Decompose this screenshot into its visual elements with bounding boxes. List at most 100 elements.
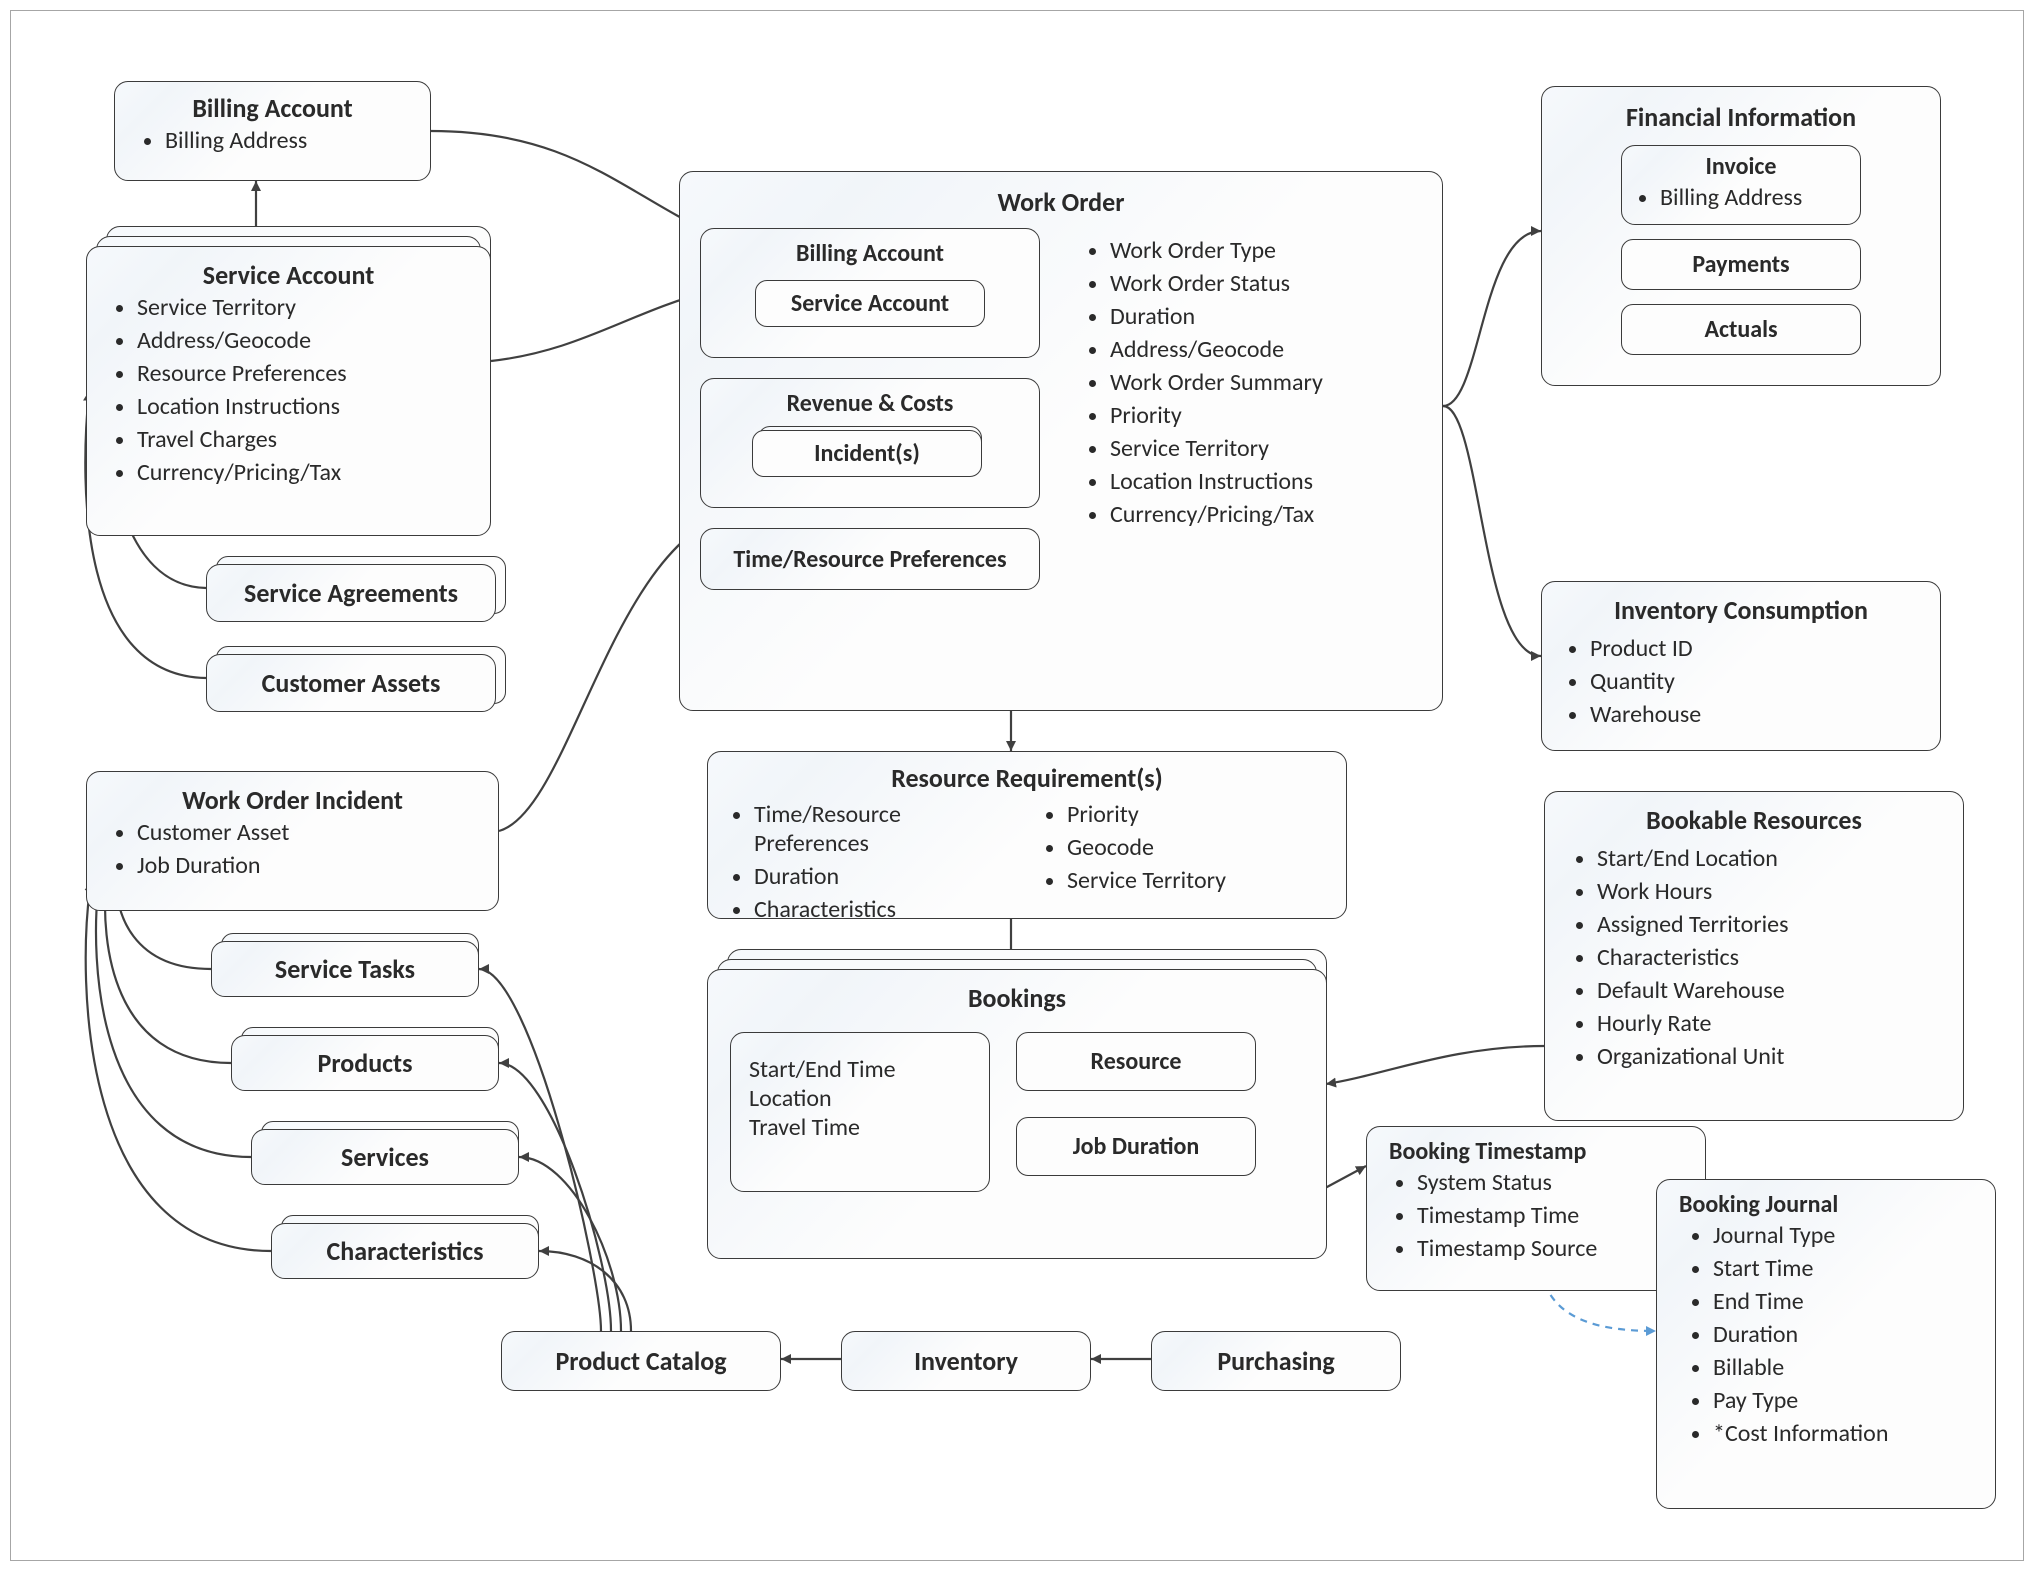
wo-billing-account-title: Billing Account [717, 239, 1023, 268]
work-order-attrs: Work Order Type Work Order Status Durati… [1084, 234, 1422, 590]
resource-requirements-title: Resource Requirement(s) [728, 762, 1326, 794]
invoice-title: Invoice [1634, 152, 1848, 181]
wo-revenue-costs-title: Revenue & Costs [717, 389, 1023, 418]
booking-journal-node: Booking Journal Journal Type Start Time … [1656, 1179, 1996, 1509]
list-item: *Cost Information [1713, 1417, 1979, 1450]
service-tasks-node: Service Tasks [211, 941, 479, 997]
bookings-line: Start/End Time [749, 1055, 971, 1084]
list-item: Start Time [1713, 1252, 1979, 1285]
billing-account-title: Billing Account [133, 92, 412, 124]
characteristics-title: Characteristics [327, 1235, 484, 1267]
list-item: Organizational Unit [1597, 1040, 1943, 1073]
booking-journal-title: Booking Journal [1673, 1190, 1979, 1219]
services-title: Services [341, 1141, 429, 1173]
bookings-line: Location [749, 1084, 971, 1113]
service-account-node: Service Account Service Territory Addres… [86, 246, 491, 536]
bookings-node: Bookings Start/End Time Location Travel … [707, 969, 1327, 1259]
list-item: Work Order Status [1110, 267, 1422, 300]
list-item: Default Warehouse [1597, 974, 1943, 1007]
financial-info-node: Financial Information Invoice Billing Ad… [1541, 86, 1941, 386]
invoice-box: Invoice Billing Address [1621, 145, 1861, 225]
work-order-incident-node: Work Order Incident Customer Asset Job D… [86, 771, 499, 911]
list-item: Travel Charges [137, 423, 472, 456]
list-item: Timestamp Source [1417, 1232, 1689, 1265]
bookable-resources-node: Bookable Resources Start/End Location Wo… [1544, 791, 1964, 1121]
customer-assets-title: Customer Assets [262, 667, 441, 699]
bookable-resources-title: Bookable Resources [1565, 804, 1943, 836]
list-item: Billable [1713, 1351, 1979, 1384]
product-catalog-node: Product Catalog [501, 1331, 781, 1391]
list-item: Work Order Summary [1110, 366, 1422, 399]
billing-account-list: Billing Address [133, 124, 412, 157]
list-item: Pay Type [1713, 1384, 1979, 1417]
wo-billing-account-box: Billing Account Service Account [700, 228, 1040, 358]
list-item: Duration [754, 860, 1013, 893]
wo-incidents-pill: Incident(s) [752, 430, 982, 477]
products-title: Products [318, 1047, 413, 1079]
inventory-title: Inventory [914, 1345, 1018, 1377]
list-item: Address/Geocode [1110, 333, 1422, 366]
list-item: Job Duration [137, 849, 480, 882]
list-item: Characteristics [754, 893, 1013, 926]
list-item: Address/Geocode [137, 324, 472, 357]
list-item: Geocode [1067, 831, 1326, 864]
list-item: System Status [1417, 1166, 1689, 1199]
list-item: Service Territory [1067, 864, 1326, 897]
list-item: Characteristics [1597, 941, 1943, 974]
actuals-pill: Actuals [1621, 304, 1861, 355]
list-item: Work Hours [1597, 875, 1943, 908]
bookings-startend-box: Start/End Time Location Travel Time [730, 1032, 990, 1192]
list-item: Service Territory [137, 291, 472, 324]
products-node: Products [231, 1035, 499, 1091]
inventory-consumption-title: Inventory Consumption [1562, 594, 1920, 626]
characteristics-node: Characteristics [271, 1223, 539, 1279]
wo-time-resource-box: Time/Resource Preferences [700, 528, 1040, 590]
resource-requirements-node: Resource Requirement(s) Time/Resource Pr… [707, 751, 1347, 919]
list-item: Service Territory [1110, 432, 1422, 465]
list-item: Quantity [1590, 665, 1920, 698]
wo-revenue-costs-box: Revenue & Costs Incident(s) [700, 378, 1040, 508]
list-item: Billing Address [165, 124, 412, 157]
customer-assets-node: Customer Assets [206, 654, 496, 712]
list-item: Billing Address [1660, 181, 1848, 214]
booking-timestamp-title: Booking Timestamp [1383, 1137, 1689, 1166]
list-item: Journal Type [1713, 1219, 1979, 1252]
list-item: Priority [1067, 798, 1326, 831]
inventory-node: Inventory [841, 1331, 1091, 1391]
list-item: Work Order Type [1110, 234, 1422, 267]
list-item: Time/Resource Preferences [754, 798, 1013, 860]
booking-timestamp-node: Booking Timestamp System Status Timestam… [1366, 1126, 1706, 1291]
list-item: Timestamp Time [1417, 1199, 1689, 1232]
billing-account-node: Billing Account Billing Address [114, 81, 431, 181]
work-order-node: Work Order Billing Account Service Accou… [679, 171, 1443, 711]
diagram-canvas: Billing Account Billing Address Service … [10, 10, 2024, 1561]
work-order-incident-title: Work Order Incident [105, 784, 480, 816]
list-item: Resource Preferences [137, 357, 472, 390]
service-agreements-node: Service Agreements [206, 564, 496, 622]
service-tasks-title: Service Tasks [275, 953, 415, 985]
list-item: Location Instructions [1110, 465, 1422, 498]
services-node: Services [251, 1129, 519, 1185]
list-item: Assigned Territories [1597, 908, 1943, 941]
list-item: Priority [1110, 399, 1422, 432]
work-order-title: Work Order [700, 186, 1422, 218]
bookings-resource-pill: Resource [1016, 1032, 1256, 1091]
list-item: Location Instructions [137, 390, 472, 423]
list-item: Currency/Pricing/Tax [1110, 498, 1422, 531]
payments-pill: Payments [1621, 239, 1861, 290]
service-account-list: Service Territory Address/Geocode Resour… [105, 291, 472, 489]
inventory-consumption-node: Inventory Consumption Product ID Quantit… [1541, 581, 1941, 751]
list-item: Duration [1713, 1318, 1979, 1351]
financial-info-title: Financial Information [1562, 101, 1920, 133]
service-agreements-title: Service Agreements [244, 577, 458, 609]
bookings-jobduration-pill: Job Duration [1016, 1117, 1256, 1176]
list-item: Product ID [1590, 632, 1920, 665]
wo-service-account-pill: Service Account [755, 280, 985, 327]
list-item: Duration [1110, 300, 1422, 333]
purchasing-node: Purchasing [1151, 1331, 1401, 1391]
list-item: Start/End Location [1597, 842, 1943, 875]
product-catalog-title: Product Catalog [555, 1345, 726, 1377]
bookings-line: Travel Time [749, 1113, 971, 1142]
list-item: Customer Asset [137, 816, 480, 849]
bookings-title: Bookings [730, 982, 1304, 1014]
